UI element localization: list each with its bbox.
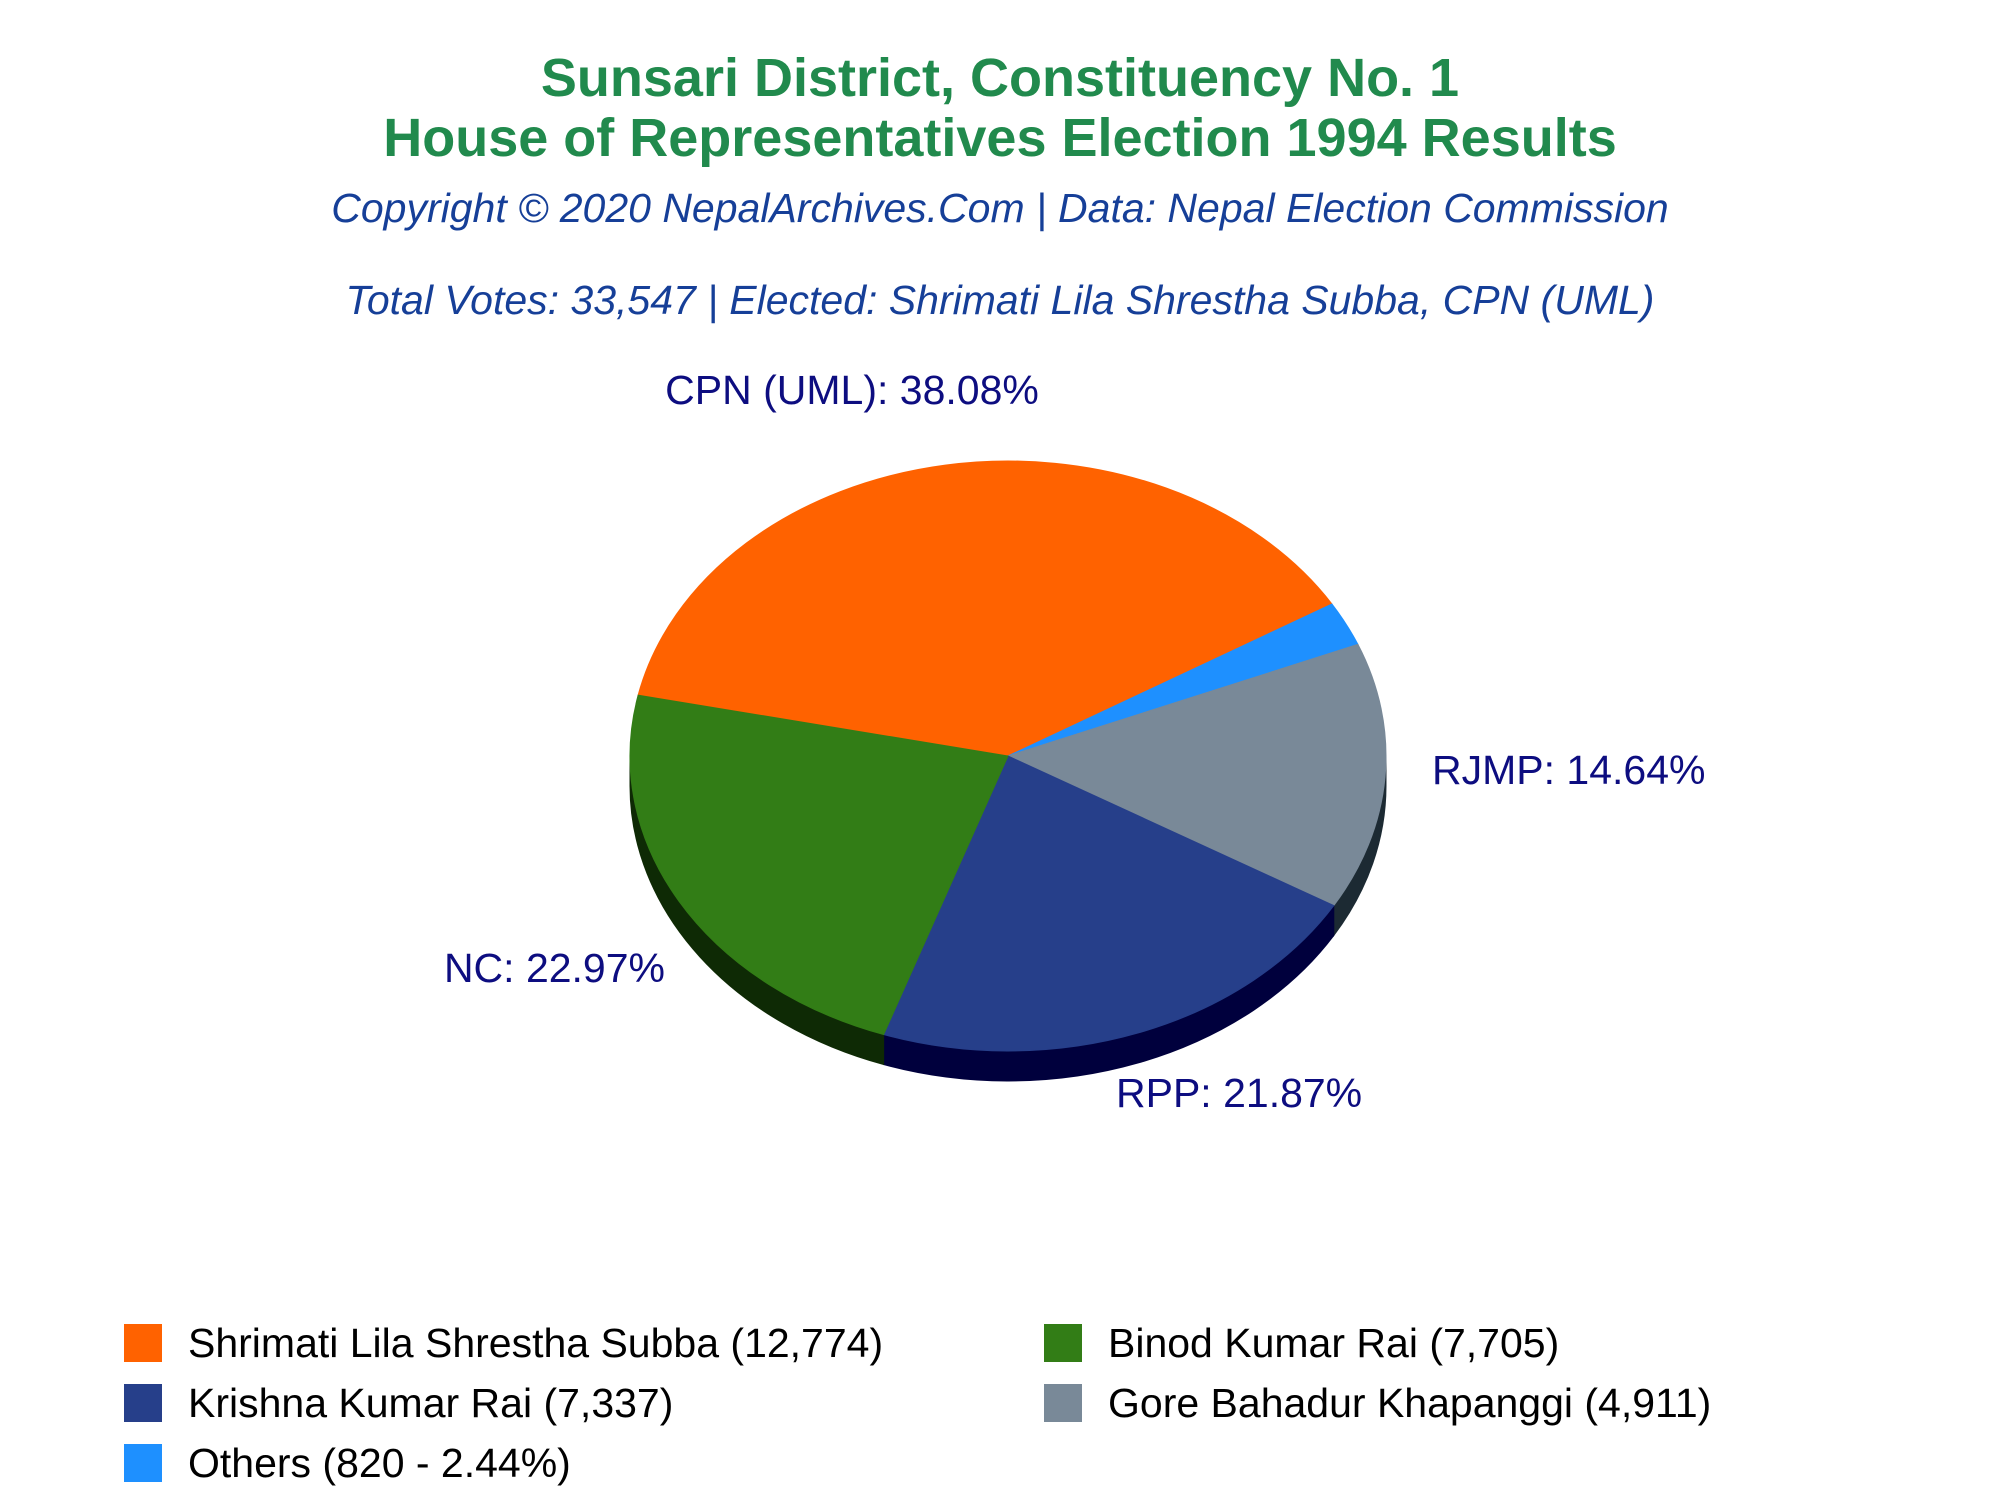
legend-swatch — [1044, 1324, 1082, 1362]
legend-label: Krishna Kumar Rai (7,337) — [188, 1379, 674, 1426]
legend-swatch — [1044, 1384, 1082, 1422]
legend-swatch — [124, 1384, 162, 1422]
legend-label: Others (820 - 2.44%) — [188, 1439, 571, 1486]
legend-label: Gore Bahadur Khapanggi (4,911) — [1108, 1379, 1712, 1426]
legend-item: Others (820 - 2.44%) — [124, 1438, 571, 1488]
chart-title-line-1: Sunsari District, Constituency No. 1 — [540, 48, 1460, 108]
slice-label: CPN (UML): 38.08% — [665, 367, 1039, 413]
legend-swatch — [124, 1324, 162, 1362]
legend-item: Binod Kumar Rai (7,705) — [1044, 1318, 1559, 1368]
vote-summary: Total Votes: 33,547 | Elected: Shrimati … — [345, 277, 1655, 323]
pie-slice-rpp — [882, 755, 1335, 1052]
slice-label: RJMP: 14.64% — [1432, 747, 1705, 793]
pie-slice-cpn-uml — [637, 460, 1333, 757]
slice-label: RPP: 21.87% — [1116, 1070, 1362, 1116]
pie-slice-rjmp — [1006, 643, 1387, 907]
legend-label: Shrimati Lila Shrestha Subba (12,774) — [188, 1319, 884, 1366]
pie-slice-nc — [629, 694, 1009, 1036]
legend-item: Krishna Kumar Rai (7,337) — [124, 1378, 673, 1428]
chart-title-line-2: House of Representatives Election 1994 R… — [383, 108, 1617, 168]
legend-item: Gore Bahadur Khapanggi (4,911) — [1044, 1378, 1711, 1428]
slice-label: NC: 22.97% — [444, 945, 665, 991]
legend-swatch — [124, 1444, 162, 1482]
legend-label: Binod Kumar Rai (7,705) — [1108, 1319, 1560, 1366]
copyright-note: Copyright © 2020 NepalArchives.Com | Dat… — [331, 185, 1669, 231]
legend-item: Shrimati Lila Shrestha Subba (12,774) — [124, 1318, 883, 1368]
